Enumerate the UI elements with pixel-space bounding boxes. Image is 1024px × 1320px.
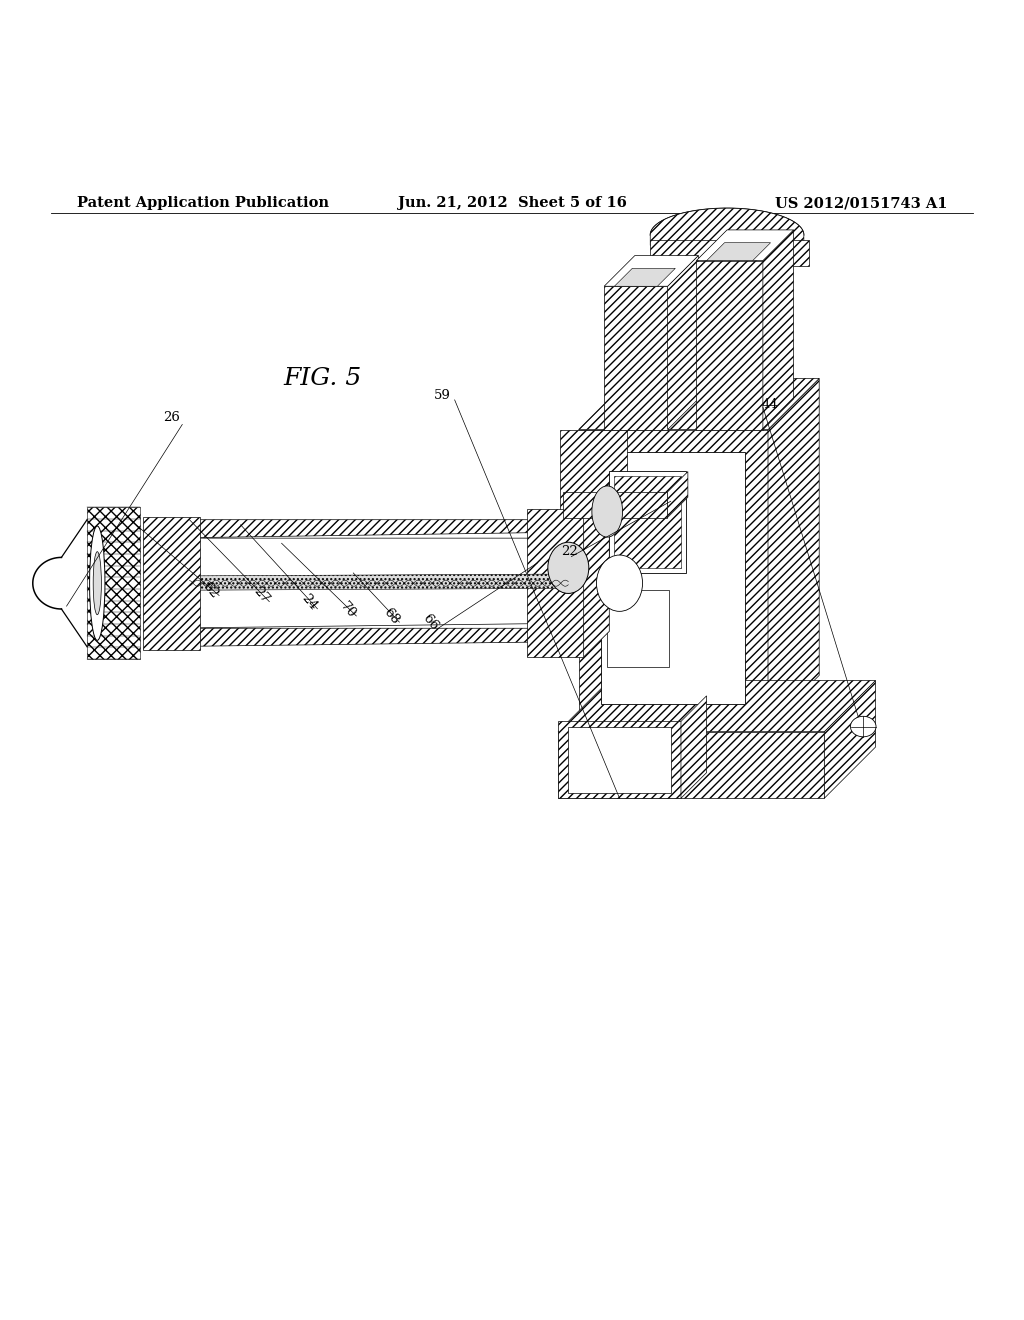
Polygon shape <box>614 268 675 286</box>
Polygon shape <box>87 507 140 659</box>
Text: FIG. 5: FIG. 5 <box>284 367 361 389</box>
Text: 44: 44 <box>762 397 778 411</box>
Polygon shape <box>527 510 584 657</box>
Polygon shape <box>579 429 768 726</box>
Polygon shape <box>143 516 200 649</box>
Polygon shape <box>558 722 681 799</box>
Text: US 2012/0151743 A1: US 2012/0151743 A1 <box>775 197 947 210</box>
Polygon shape <box>159 628 579 647</box>
Text: 62: 62 <box>200 579 220 601</box>
Polygon shape <box>159 539 579 628</box>
Ellipse shape <box>93 552 101 615</box>
Polygon shape <box>579 379 819 429</box>
Polygon shape <box>768 379 819 726</box>
Polygon shape <box>584 484 609 657</box>
Polygon shape <box>159 520 579 539</box>
Polygon shape <box>681 696 707 799</box>
Polygon shape <box>650 240 809 265</box>
Polygon shape <box>558 731 824 799</box>
Polygon shape <box>707 243 770 260</box>
Ellipse shape <box>592 486 623 537</box>
Polygon shape <box>668 471 688 517</box>
Ellipse shape <box>90 527 104 640</box>
Polygon shape <box>159 574 579 590</box>
Text: 59: 59 <box>434 389 451 403</box>
Text: 27: 27 <box>251 585 271 606</box>
Polygon shape <box>696 230 794 260</box>
Text: 26: 26 <box>164 411 180 424</box>
Text: Patent Application Publication: Patent Application Publication <box>77 197 329 210</box>
Ellipse shape <box>850 717 877 737</box>
Text: 68: 68 <box>381 606 401 627</box>
Polygon shape <box>668 256 698 429</box>
Polygon shape <box>609 470 686 573</box>
Polygon shape <box>563 492 668 517</box>
Polygon shape <box>763 230 794 429</box>
Polygon shape <box>650 209 804 246</box>
Polygon shape <box>696 260 763 429</box>
Polygon shape <box>560 429 627 520</box>
Polygon shape <box>568 726 671 793</box>
Polygon shape <box>604 256 698 286</box>
Polygon shape <box>824 681 876 799</box>
Polygon shape <box>607 590 669 667</box>
Ellipse shape <box>596 554 643 611</box>
Polygon shape <box>558 681 876 731</box>
Text: 24: 24 <box>299 593 319 614</box>
Text: Jun. 21, 2012  Sheet 5 of 16: Jun. 21, 2012 Sheet 5 of 16 <box>397 197 627 210</box>
Polygon shape <box>614 475 681 568</box>
Text: 70: 70 <box>338 599 358 620</box>
Text: 66: 66 <box>420 611 440 632</box>
Ellipse shape <box>548 543 589 594</box>
Polygon shape <box>604 286 668 429</box>
Polygon shape <box>601 453 745 704</box>
Text: 22: 22 <box>561 545 578 558</box>
